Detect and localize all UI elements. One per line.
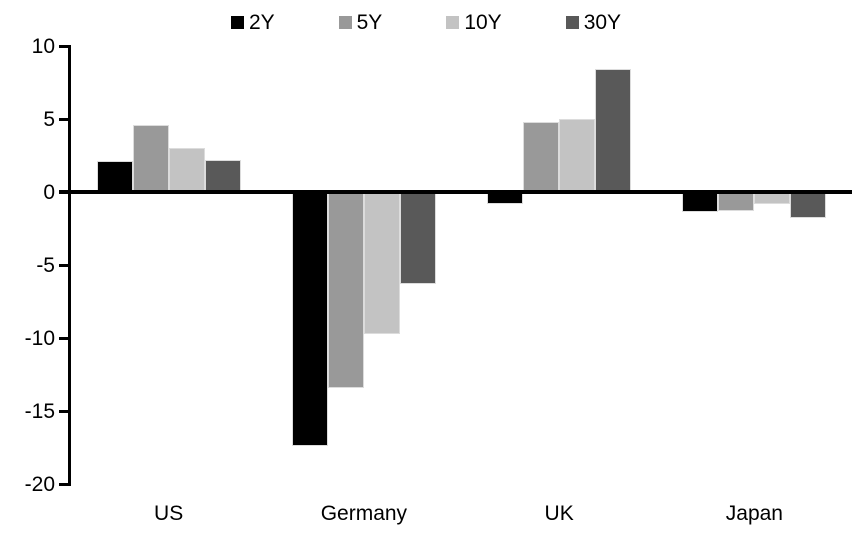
bar-germany-5y [327, 192, 364, 388]
x-category-label-germany: Germany [320, 502, 408, 525]
bar-germany-30y [399, 192, 436, 284]
y-tick-mark [59, 409, 71, 413]
legend-swatch-icon [230, 16, 244, 29]
bar-japan-2y [682, 192, 719, 213]
y-tick-mark [59, 482, 71, 486]
y-tick-label: 0 [43, 181, 55, 204]
bar-japan-5y [718, 192, 755, 211]
bar-japan-30y [790, 192, 827, 219]
y-tick-label: -20 [24, 473, 55, 496]
x-category-label-uk: UK [544, 502, 574, 525]
legend-item-2y: 2Y [230, 11, 275, 34]
legend-label: 2Y [248, 11, 275, 34]
legend-swatch-icon [446, 16, 460, 29]
y-tick-label: 5 [43, 108, 55, 131]
y-tick-mark [59, 117, 71, 121]
legend-item-5y: 5Y [338, 11, 383, 34]
bar-us-5y [132, 124, 169, 192]
legend-label: 30Y [583, 11, 622, 34]
legend-item-10y: 10Y [446, 11, 502, 34]
y-tick-mark [59, 263, 71, 267]
bar-us-2y [96, 161, 133, 192]
legend-label: 10Y [464, 11, 502, 34]
y-tick-label: -15 [24, 400, 55, 423]
y-tick-mark [59, 44, 71, 48]
zero-axis-line [59, 190, 852, 194]
bar-us-10y [168, 148, 205, 192]
legend-label: 5Y [356, 11, 383, 34]
y-tick-mark [59, 336, 71, 340]
y-tick-label: -5 [36, 254, 55, 277]
y-tick-label: -10 [24, 327, 55, 350]
bar-uk-10y [559, 119, 596, 192]
chart-legend: 2Y 5Y 10Y 30Y [0, 12, 852, 33]
bar-uk-30y [595, 69, 632, 192]
legend-item-30y: 30Y [565, 11, 622, 34]
legend-swatch-icon [338, 16, 352, 29]
bar-germany-2y [291, 192, 328, 447]
y-tick-mark [59, 190, 71, 194]
bar-us-30y [204, 159, 241, 192]
x-category-label-japan: Japan [725, 502, 783, 525]
bar-uk-5y [523, 121, 560, 192]
legend-swatch-icon [565, 16, 579, 29]
y-tick-label: 10 [31, 35, 55, 58]
bar-germany-10y [363, 192, 400, 334]
x-category-label-us: US [154, 502, 184, 525]
